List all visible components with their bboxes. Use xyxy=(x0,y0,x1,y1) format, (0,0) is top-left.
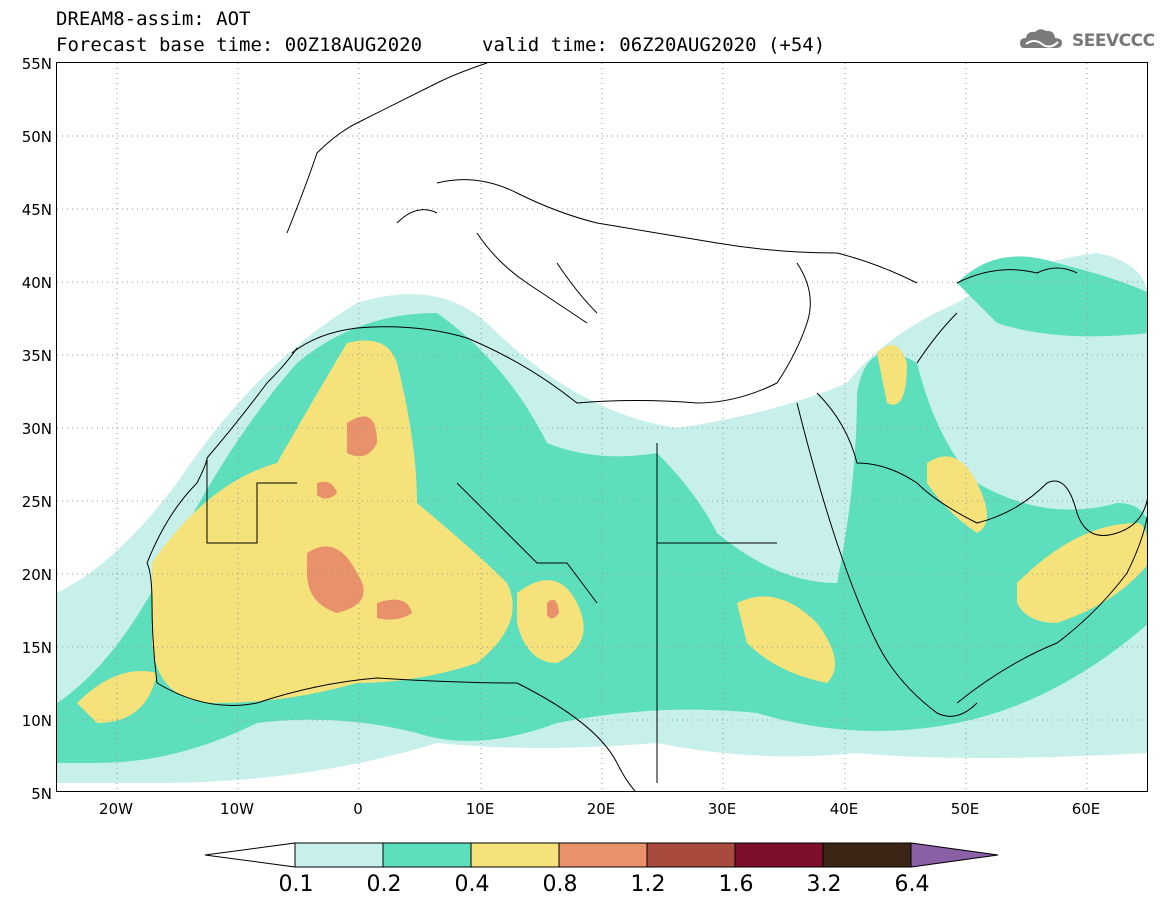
colorbar-swatch xyxy=(646,842,736,868)
lat-label: 25N xyxy=(21,493,52,511)
valid-time: valid time: 06Z20AUG2020 (+54) xyxy=(482,34,826,56)
lat-label: 10N xyxy=(21,712,52,730)
colorbar-label: 1.6 xyxy=(718,872,754,897)
colorbar-swatch xyxy=(910,842,999,868)
lat-label: 5N xyxy=(31,785,52,803)
lon-label: 20E xyxy=(586,800,616,818)
lat-label: 35N xyxy=(21,347,52,365)
map-area xyxy=(56,62,1148,792)
lat-label: 20N xyxy=(21,566,52,584)
colorbar-label: 6.4 xyxy=(894,872,930,897)
logo-text: SEEVCCC xyxy=(1072,31,1155,51)
colorbar-swatch xyxy=(470,842,560,868)
colorbar-swatch xyxy=(822,842,912,868)
colorbar-swatch xyxy=(734,842,824,868)
lat-label: 15N xyxy=(21,639,52,657)
lon-label: 10E xyxy=(465,800,495,818)
map-title: DREAM8-assim: AOT xyxy=(56,8,251,30)
lon-label: 30E xyxy=(707,800,737,818)
lon-label: 0 xyxy=(353,800,363,818)
cloud-logo-icon xyxy=(1020,29,1062,48)
colorbar-label: 0.4 xyxy=(454,872,490,897)
colorbar-label: 1.2 xyxy=(630,872,666,897)
colorbar-label: 0.1 xyxy=(278,872,314,897)
colorbar-swatch xyxy=(205,842,296,868)
aot-field-0.8 xyxy=(307,416,559,620)
lat-label: 50N xyxy=(21,128,52,146)
lon-label: 50E xyxy=(950,800,980,818)
lon-label: 60E xyxy=(1071,800,1101,818)
lon-label: 10W xyxy=(220,800,254,818)
colorbar-label: 3.2 xyxy=(806,872,842,897)
lat-label: 45N xyxy=(21,201,52,219)
colorbar-swatch xyxy=(294,842,384,868)
lat-label: 30N xyxy=(21,420,52,438)
lat-label: 40N xyxy=(21,274,52,292)
coastlines xyxy=(146,63,1147,791)
colorbar xyxy=(205,842,999,868)
forecast-base-time: Forecast base time: 00Z18AUG2020 xyxy=(56,34,423,56)
colorbar-swatch xyxy=(382,842,472,868)
colorbar-label: 0.2 xyxy=(366,872,402,897)
aot-map xyxy=(57,63,1147,791)
lat-label: 55N xyxy=(21,55,52,73)
lon-label: 20W xyxy=(99,800,133,818)
lon-label: 40E xyxy=(829,800,859,818)
colorbar-swatch xyxy=(558,842,648,868)
graticule xyxy=(57,63,1147,791)
colorbar-label: 0.8 xyxy=(542,872,578,897)
aot-field-0.4 xyxy=(77,340,1147,723)
